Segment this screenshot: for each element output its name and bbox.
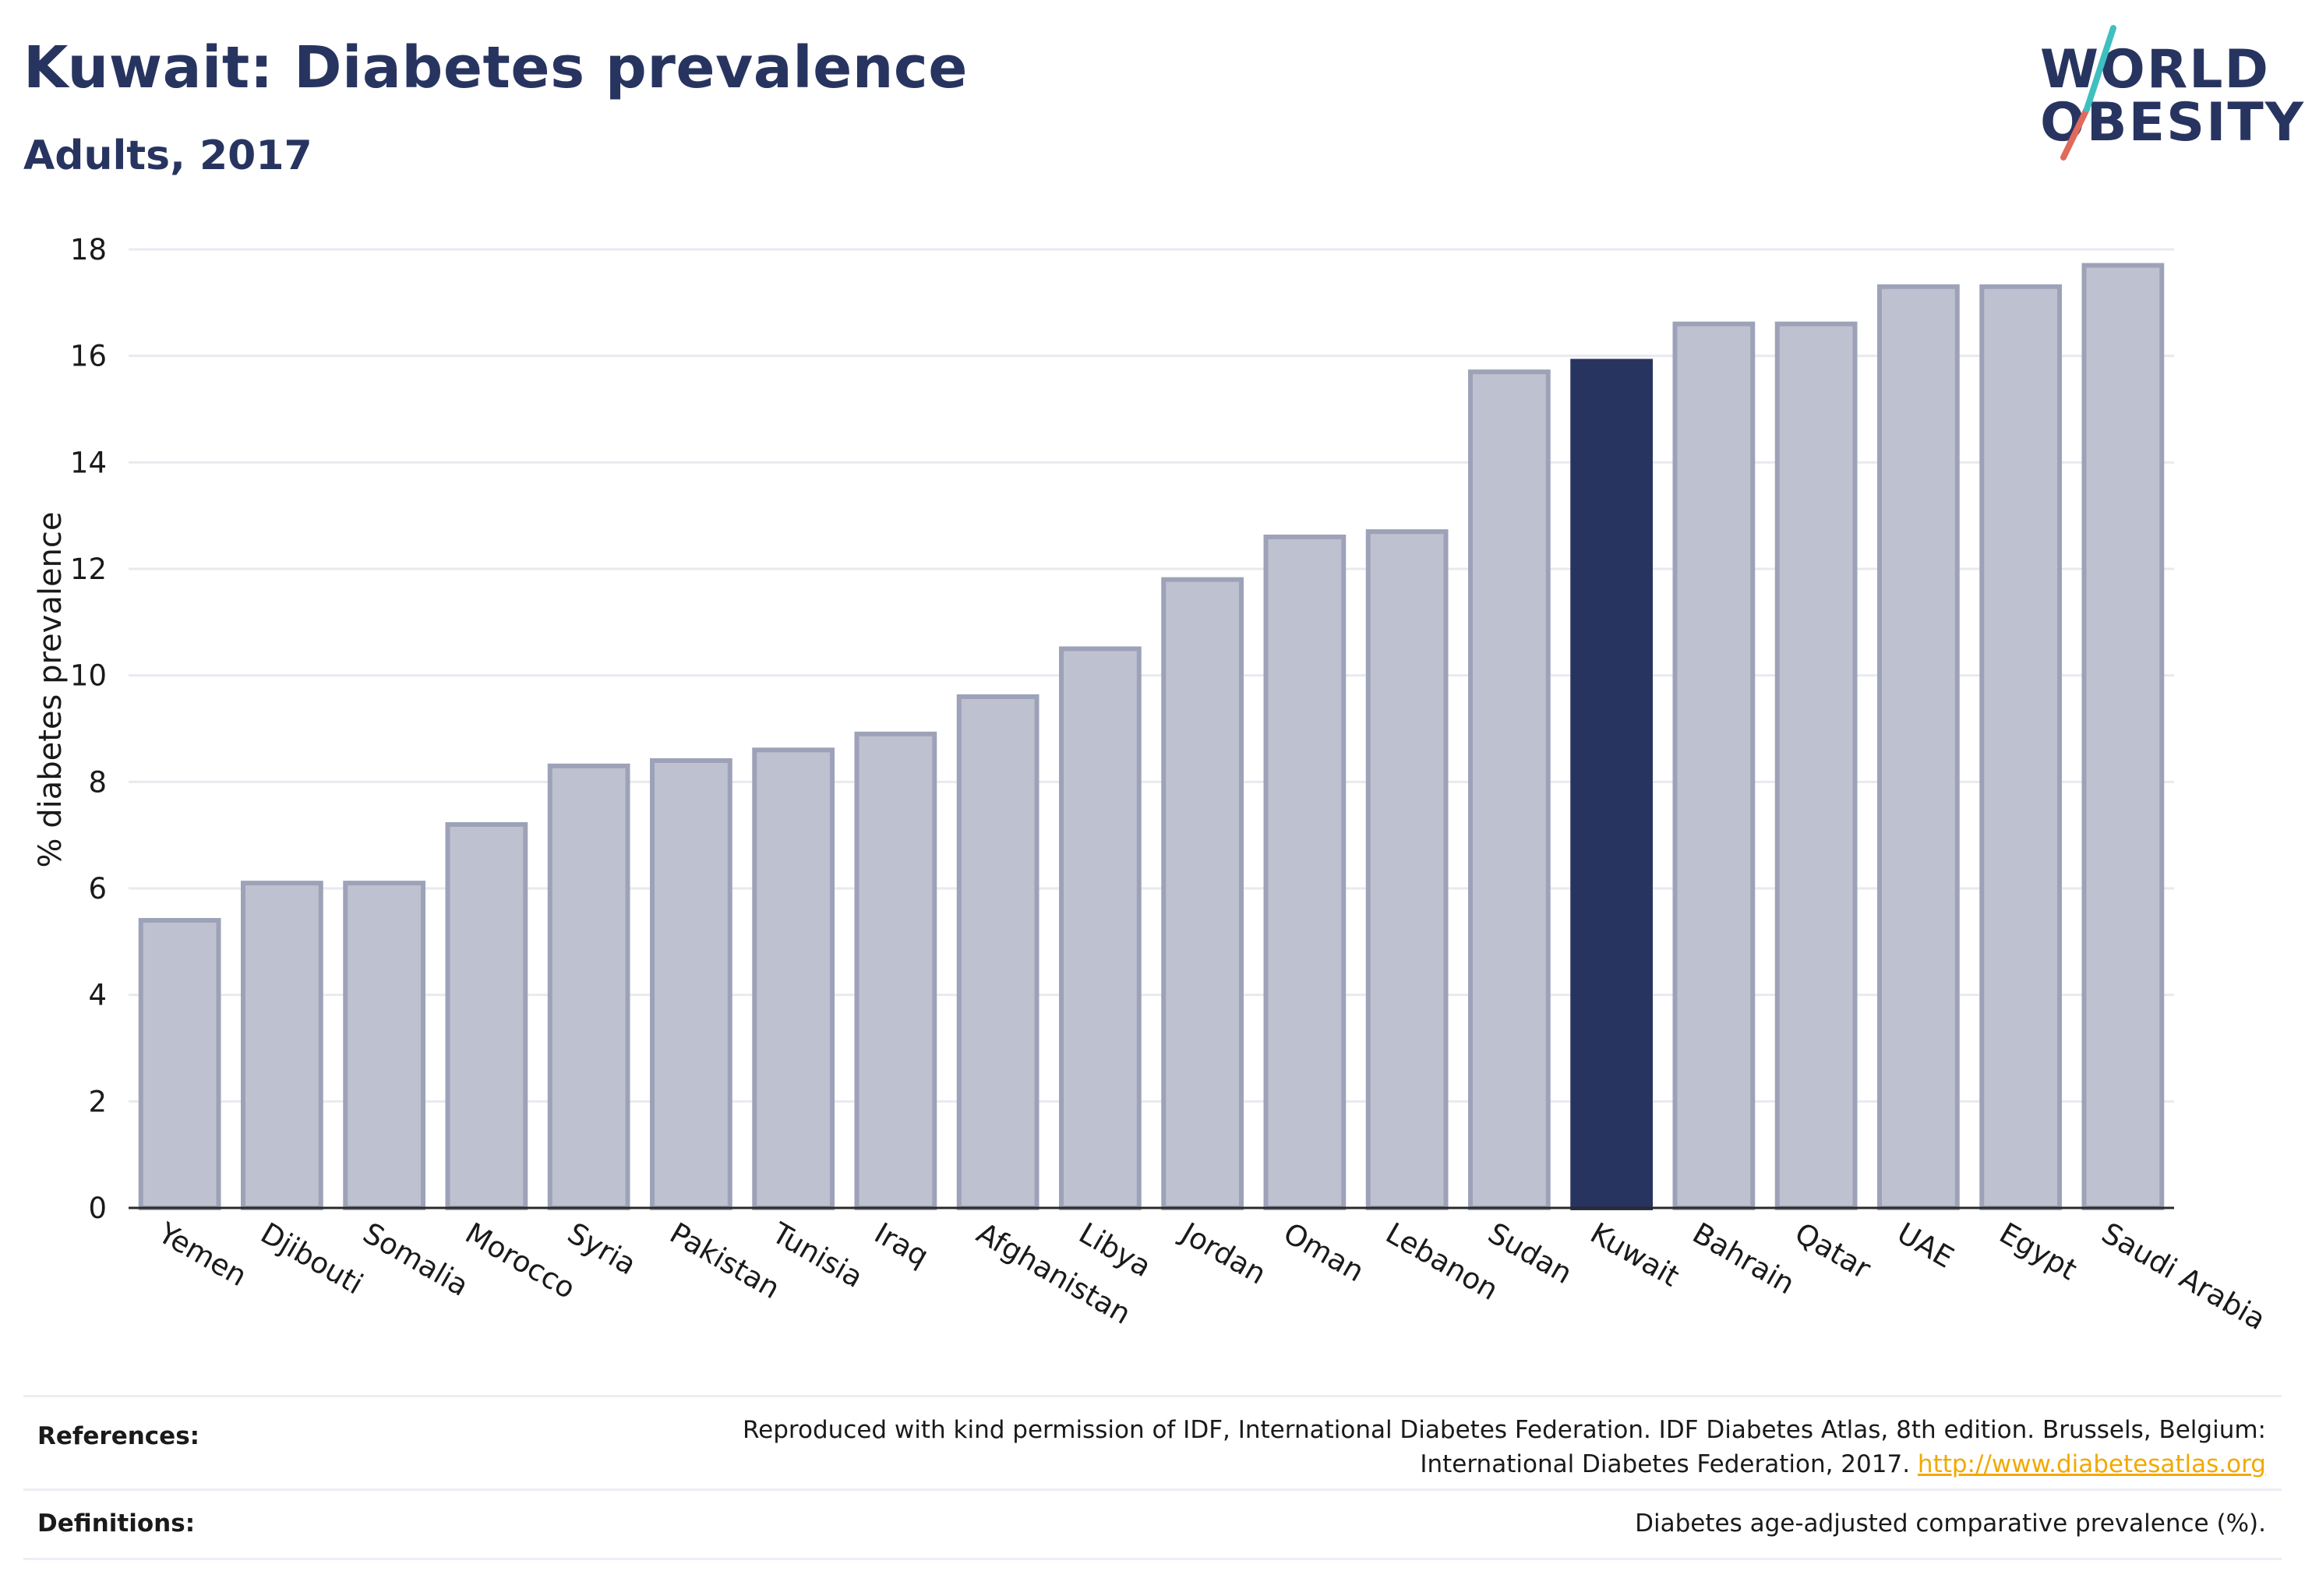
bar-uae[interactable] <box>1877 284 1960 1210</box>
references-text: Reproduced with kind permission of IDF, … <box>743 1413 2266 1481</box>
references-row: References: Reproduced with kind permiss… <box>23 1395 2282 1491</box>
bar-lebanon[interactable] <box>1365 529 1449 1210</box>
y-tick-label: 14 <box>70 446 107 479</box>
x-tick-label: Oman <box>1278 1216 1370 1289</box>
y-tick-label: 4 <box>88 979 107 1012</box>
references-line-2: International Diabetes Federation, 2017.… <box>743 1447 2266 1481</box>
x-tick-label: UAE <box>1891 1216 1959 1275</box>
y-tick-label: 16 <box>70 340 107 373</box>
y-axis-ticks: 0 2 4 6 8 10 12 14 16 18 <box>70 233 107 1225</box>
world-obesity-logo[interactable]: WORLD OBESITY <box>2026 23 2303 164</box>
x-tick-label: Somalia <box>358 1216 475 1303</box>
gridlines <box>129 248 2174 1209</box>
chart-title: Kuwait: Diabetes prevalence <box>23 34 968 101</box>
bar-bahrain[interactable] <box>1672 321 1756 1211</box>
bar-egypt[interactable] <box>1979 284 2062 1210</box>
x-tick-label: Jordan <box>1174 1216 1272 1291</box>
x-tick-label: Yemen <box>152 1216 252 1293</box>
bar-djibouti[interactable] <box>241 881 323 1211</box>
logo-line-1: WORLD <box>2040 39 2270 101</box>
bars <box>138 263 2165 1211</box>
references-line-2-text: International Diabetes Federation, 2017. <box>1420 1450 1911 1478</box>
bar-sudan[interactable] <box>1468 369 1551 1211</box>
bar-yemen[interactable] <box>138 918 221 1210</box>
references-line-1: Reproduced with kind permission of IDF, … <box>743 1416 2266 1444</box>
x-tick-label: Saudi Arabia <box>2096 1216 2271 1337</box>
chart-subtitle: Adults, 2017 <box>23 132 312 179</box>
definitions-label: Definitions: <box>37 1509 196 1538</box>
logo-slash-icon <box>2060 25 2116 161</box>
y-tick-label: 2 <box>88 1085 107 1118</box>
bar-syria[interactable] <box>547 763 630 1210</box>
y-tick-label: 10 <box>70 659 107 693</box>
bar-morocco[interactable] <box>445 822 528 1210</box>
y-tick-label: 12 <box>70 553 107 586</box>
bar-jordan[interactable] <box>1161 577 1244 1210</box>
y-tick-label: 0 <box>88 1192 107 1225</box>
x-tick-label: Iraq <box>869 1216 934 1273</box>
x-tick-label: Kuwait <box>1585 1216 1686 1294</box>
y-tick-label: 18 <box>70 233 107 267</box>
references-label: References: <box>37 1422 200 1450</box>
x-tick-label: Bahrain <box>1687 1216 1800 1301</box>
x-tick-label: Lebanon <box>1380 1216 1504 1307</box>
diabetes-atlas-link[interactable]: http://www.diabetesatlas.org <box>1917 1450 2266 1478</box>
bar-afghanistan[interactable] <box>956 694 1040 1210</box>
bar-oman[interactable] <box>1263 535 1347 1210</box>
bar-kuwait[interactable] <box>1570 358 1653 1210</box>
bar-pakistan[interactable] <box>650 758 732 1210</box>
y-tick-label: 8 <box>88 765 107 799</box>
bar-libya[interactable] <box>1059 646 1142 1210</box>
x-tick-label: Egypt <box>1994 1216 2083 1287</box>
bar-tunisia[interactable] <box>752 747 835 1210</box>
x-tick-label: Djibouti <box>255 1216 369 1301</box>
bar-qatar[interactable] <box>1774 321 1858 1211</box>
bar-saudi-arabia[interactable] <box>2081 263 2165 1210</box>
y-tick-label: 6 <box>88 872 107 906</box>
bar-chart: 0 2 4 6 8 10 12 14 16 18 Yemen DjiboutiSomaliaMoro… <box>33 233 2271 1337</box>
definitions-row: Definitions: Diabetes age-adjusted compa… <box>23 1488 2282 1560</box>
x-tick-label: Qatar <box>1789 1216 1876 1287</box>
bar-somalia[interactable] <box>343 881 425 1211</box>
bar-iraq[interactable] <box>854 731 937 1210</box>
y-axis-title: % diabetes prevalence <box>33 511 69 867</box>
x-tick-label: Pakistan <box>664 1216 785 1306</box>
x-tick-label: Morocco <box>460 1216 581 1306</box>
definitions-text: Diabetes age-adjusted comparative preval… <box>1635 1509 2266 1538</box>
logo-line-2: OBESITY <box>2040 92 2305 154</box>
